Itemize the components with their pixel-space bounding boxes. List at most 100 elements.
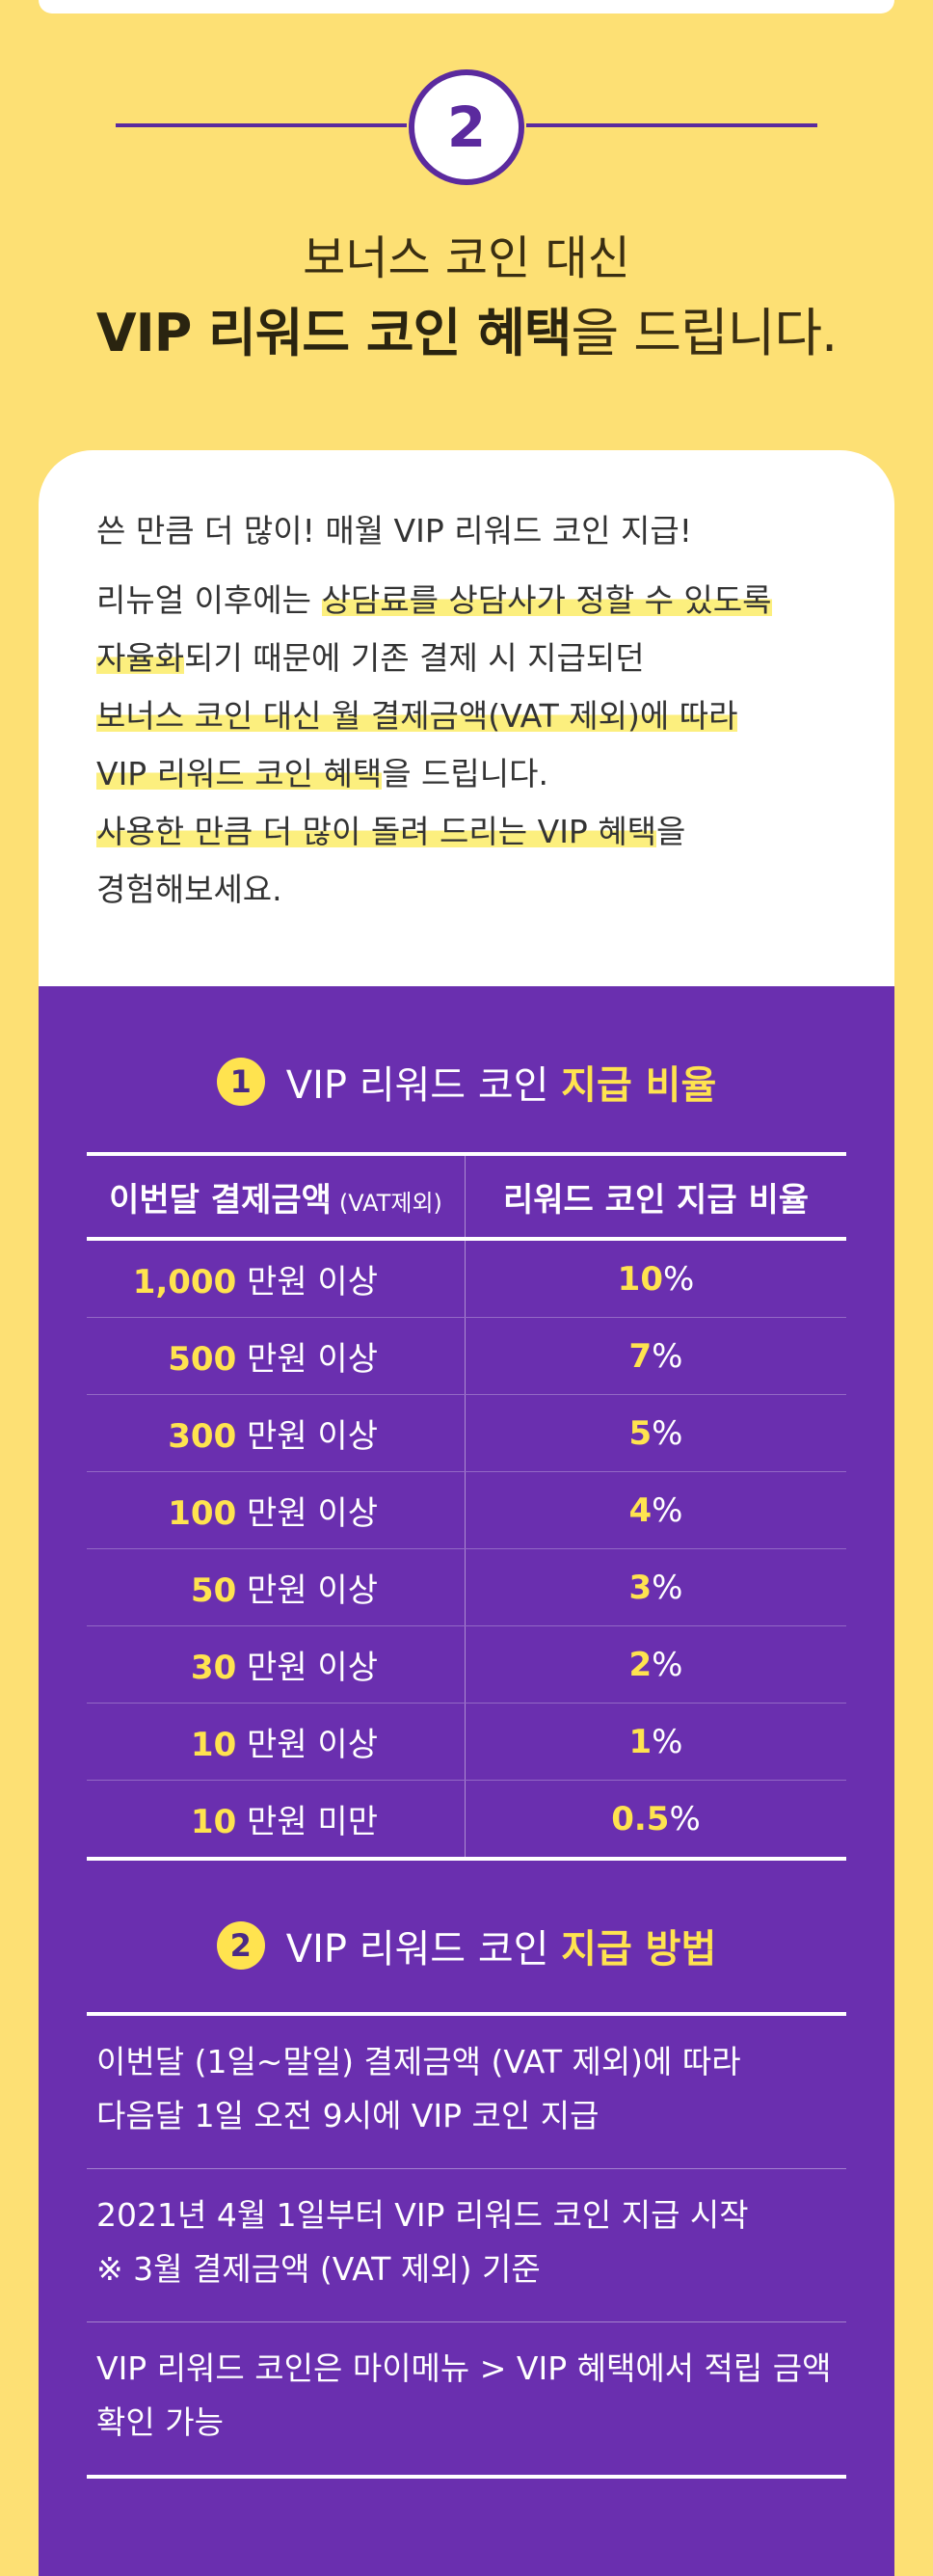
- amount-cell: 500 만원 이상: [87, 1317, 466, 1395]
- section2-title: 2 VIP 리워드 코인 지급 방법: [39, 1918, 894, 1973]
- list-item: 이번달 (1일~말일) 결제금액 (VAT 제외)에 따라 다음달 1일 오전 …: [87, 2012, 846, 2169]
- amount-cell: 10 만원 이상: [87, 1703, 466, 1781]
- intro-text-segment: 을: [656, 813, 686, 850]
- amount-column-header: 이번달 결제금액 (VAT제외): [87, 1152, 466, 1241]
- amount-cell: 1,000 만원 이상: [87, 1239, 466, 1318]
- intro-highlight: 사용한 만큼 더 많이 돌려 드리는 VIP 혜택: [96, 813, 657, 850]
- rate-value: 2: [628, 1645, 653, 1684]
- section1-number-badge: 1: [216, 1058, 265, 1106]
- vip-details-panel: 1 VIP 리워드 코인 지급 비율 이번달 결제금액 (VAT제외) 리워드 코…: [39, 986, 894, 2576]
- amount-value: 10: [190, 1726, 237, 1764]
- step-indicator: 2: [116, 69, 817, 185]
- rate-cell: 0.5%: [465, 1780, 846, 1861]
- rate-cell: 3%: [465, 1548, 846, 1626]
- rate-value: 1: [628, 1722, 653, 1761]
- rate-value: 7: [628, 1336, 653, 1376]
- amount-cell: 100 만원 이상: [87, 1471, 466, 1549]
- rate-value: 3: [628, 1568, 653, 1607]
- rate-unit: %: [652, 1722, 683, 1761]
- list-item: 2021년 4월 1일부터 VIP 리워드 코인 지급 시작 ※ 3월 결제금액…: [87, 2169, 846, 2322]
- previous-card-edge: [39, 0, 894, 13]
- step-number-badge: 2: [409, 69, 524, 185]
- amount-unit: 만원 이상: [236, 1417, 378, 1456]
- amount-unit: 만원 이상: [236, 1494, 378, 1533]
- table-row: 50 만원 이상 3%: [87, 1548, 846, 1626]
- amount-unit: 만원 이상: [236, 1340, 378, 1379]
- intro-highlight: 자율화: [96, 639, 185, 677]
- intro-highlight: VIP 리워드 코인 혜택: [96, 755, 383, 792]
- table-row: 1,000 만원 이상 10%: [87, 1239, 846, 1318]
- table-row: 10 만원 이상 1%: [87, 1703, 846, 1781]
- step-line-right: [526, 123, 817, 127]
- amount-value: 300: [168, 1417, 237, 1456]
- intro-text-segment: 경험해보세요.: [96, 871, 282, 908]
- amount-unit: 만원 이상: [236, 1263, 378, 1301]
- list-item-line: 2021년 4월 1일부터 VIP 리워드 코인 지급 시작: [96, 2196, 749, 2234]
- section2-number-badge: 2: [216, 1921, 265, 1970]
- section2-title-main: VIP 리워드 코인: [285, 1927, 562, 1972]
- list-item-line: 이번달 (1일~말일) 결제금액 (VAT 제외)에 따라: [96, 2043, 741, 2080]
- section1-title-accent: 지급 비율: [561, 1063, 717, 1108]
- table-row: 10 만원 미만 0.5%: [87, 1780, 846, 1861]
- amount-header-note: (VAT제외): [338, 1189, 442, 1217]
- rate-unit: %: [663, 1259, 695, 1299]
- section1-title-text: VIP 리워드 코인 지급 비율: [286, 1054, 717, 1110]
- rate-cell: 1%: [465, 1703, 846, 1781]
- list-item-line: 다음달 1일 오전 9시에 VIP 코인 지급: [96, 2097, 600, 2134]
- amount-value: 10: [190, 1803, 237, 1841]
- rate-unit: %: [652, 1336, 683, 1376]
- rate-unit: %: [652, 1490, 683, 1530]
- rate-unit: %: [669, 1799, 701, 1838]
- rate-value: 10: [617, 1259, 663, 1299]
- section2-title-accent: 지급 방법: [561, 1927, 717, 1972]
- rate-cell: 5%: [465, 1394, 846, 1472]
- list-item-line: ※ 3월 결제금액 (VAT 제외) 기준: [96, 2250, 541, 2288]
- rate-cell: 7%: [465, 1317, 846, 1395]
- headline-line1: 보너스 코인 대신: [303, 231, 630, 285]
- rate-column-header: 리워드 코인 지급 비율: [465, 1152, 846, 1241]
- rate-cell: 4%: [465, 1471, 846, 1549]
- rate-cell: 2%: [465, 1625, 846, 1704]
- intro-text: 쓴 만큼 더 많이! 매월 VIP 리워드 코인 지급! 리뉴얼 이후에는 상담…: [96, 510, 858, 919]
- table-row: 30 만원 이상 2%: [87, 1625, 846, 1704]
- amount-unit: 만원 미만: [236, 1803, 378, 1841]
- rate-value: 5: [628, 1413, 653, 1453]
- amount-value: 1,000: [132, 1263, 237, 1301]
- amount-header-label: 이번달 결제금액: [109, 1180, 332, 1220]
- payment-method-list: 이번달 (1일~말일) 결제금액 (VAT 제외)에 따라 다음달 1일 오전 …: [87, 2012, 846, 2479]
- amount-cell: 10 만원 미만: [87, 1780, 466, 1861]
- headline-rest: 을 드립니다.: [571, 303, 838, 363]
- list-item-line: 확인 가능: [96, 2403, 224, 2441]
- table-row: 500 만원 이상 7%: [87, 1317, 846, 1395]
- intro-lead: 쓴 만큼 더 많이! 매월 VIP 리워드 코인 지급!: [96, 512, 692, 550]
- rate-unit: %: [652, 1645, 683, 1684]
- rate-cell: 10%: [465, 1239, 846, 1318]
- headline-bold: VIP 리워드 코인 혜택: [95, 303, 573, 363]
- amount-value: 50: [190, 1571, 237, 1610]
- amount-unit: 만원 이상: [236, 1649, 378, 1687]
- amount-unit: 만원 이상: [236, 1726, 378, 1764]
- list-item-line: VIP 리워드 코인은 마이메뉴 > VIP 혜택에서 적립 금액: [96, 2349, 832, 2387]
- amount-cell: 300 만원 이상: [87, 1394, 466, 1472]
- section1-title: 1 VIP 리워드 코인 지급 비율: [39, 1054, 894, 1110]
- rate-value: 4: [628, 1490, 653, 1530]
- amount-cell: 30 만원 이상: [87, 1625, 466, 1704]
- table-row: 100 만원 이상 4%: [87, 1471, 846, 1549]
- amount-cell: 50 만원 이상: [87, 1548, 466, 1626]
- section1-title-main: VIP 리워드 코인: [285, 1063, 562, 1108]
- rate-unit: %: [652, 1413, 683, 1453]
- step-line-left: [116, 123, 407, 127]
- amount-value: 30: [190, 1649, 237, 1687]
- intro-highlight: 상담료를 상담사가 정할 수 있도록: [321, 581, 772, 619]
- rate-unit: %: [652, 1568, 683, 1607]
- table-header-row: 이번달 결제금액 (VAT제외) 리워드 코인 지급 비율: [87, 1152, 846, 1241]
- rate-value: 0.5: [611, 1799, 670, 1838]
- amount-unit: 만원 이상: [236, 1571, 378, 1610]
- section2-title-text: VIP 리워드 코인 지급 방법: [286, 1918, 717, 1973]
- intro-text-segment: 리뉴얼 이후에는: [96, 581, 322, 619]
- table-row: 300 만원 이상 5%: [87, 1394, 846, 1472]
- intro-text-segment: 되기 때문에 기존 결제 시 지급되던: [184, 639, 645, 677]
- intro-highlight: 보너스 코인 대신 월 결제금액(VAT 제외)에 따라: [96, 697, 738, 735]
- amount-value: 500: [168, 1340, 237, 1379]
- headline: 보너스 코인 대신 VIP 리워드 코인 혜택을 드립니다.: [0, 224, 933, 374]
